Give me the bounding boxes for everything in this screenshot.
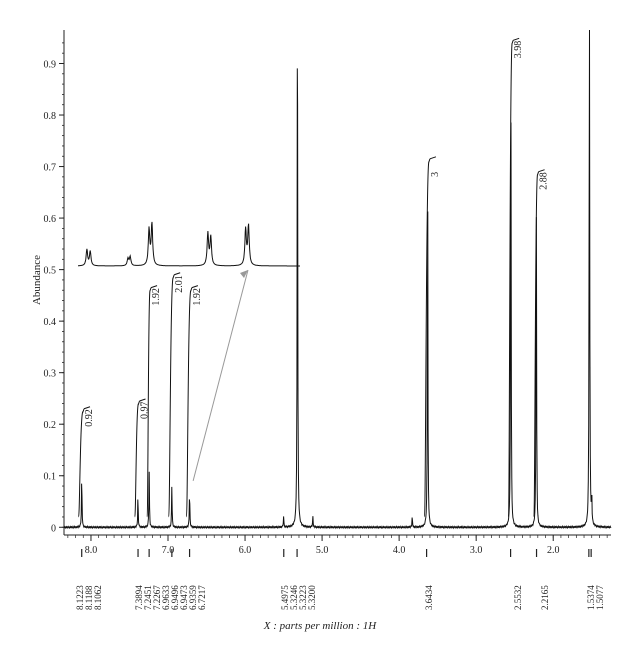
peak-pick-label: 5.3223 (298, 585, 308, 610)
y-tick-label: 0 (51, 523, 56, 534)
y-tick-label: 0.9 (44, 59, 57, 70)
peak-pick-label: 7.2451 (143, 585, 153, 610)
x-tick-label: 3.0 (470, 545, 483, 556)
spectrum-trace (63, 29, 612, 530)
integral-curve (168, 274, 175, 518)
integral-curves: 0.92 0.97 1.92 2.01 1.92 3 3.98 2.88 (78, 37, 550, 518)
peak-pick-label: 8.1062 (93, 585, 103, 610)
integral-curve (78, 408, 85, 518)
integral-label: 3 (430, 172, 441, 177)
integral-label: 2.88 (539, 172, 550, 190)
y-tick-label: 0.5 (44, 266, 57, 277)
y-axis-label: Abundance (31, 255, 43, 305)
integral-label: 0.97 (140, 402, 151, 420)
peak-pick-label: 6.9473 (179, 585, 189, 610)
peak-pick-label: 1.5077 (595, 585, 605, 610)
integral-curve (508, 40, 514, 518)
integral-curve-tail (150, 285, 158, 289)
peak-pick-label: 6.9633 (161, 585, 171, 610)
integral-label: 1.92 (151, 288, 162, 306)
y-tick-label: 0.7 (44, 163, 57, 174)
integral-curve (146, 287, 152, 518)
spectrum-line (63, 29, 612, 530)
peak-pick-label: 8.1188 (84, 585, 94, 610)
x-tick-label: 8.0 (85, 545, 98, 556)
integral-label: 2.01 (174, 275, 185, 293)
inset-spectrum-line (78, 221, 300, 267)
peak-pick-label: 3.6434 (424, 585, 434, 610)
peak-pick-label: 2.2165 (540, 585, 550, 610)
integral-curve (424, 158, 431, 518)
x-axis-label: X : parts per million : 1H (263, 620, 377, 632)
peak-pick-label: 6.9496 (170, 585, 180, 610)
peak-pick-label: 8.1223 (75, 585, 85, 610)
y-tick-label: 0.1 (44, 472, 57, 483)
peak-pick-label: 5.3246 (289, 585, 299, 610)
integral-curve-tail (512, 37, 520, 41)
integral-curve-tail (429, 156, 437, 160)
peak-pick-label: 5.4975 (280, 585, 290, 610)
y-tick-label: 0.2 (44, 420, 57, 431)
y-tick-label: 0.6 (44, 214, 57, 225)
x-tick-label: 5.0 (316, 545, 329, 556)
peak-pick-label: 5.3200 (307, 585, 317, 610)
integral-curve (134, 400, 140, 518)
integral-curve-tail (83, 406, 91, 410)
y-tick-label: 0.8 (44, 111, 57, 122)
peak-pick-label: 6.7217 (197, 585, 207, 610)
peak-pick-label: 2.5532 (513, 585, 523, 610)
y-tick-label: 0.4 (44, 317, 57, 328)
x-tick-label: 6.0 (239, 545, 252, 556)
integral-curve (186, 287, 193, 518)
x-tick-label: 2.0 (547, 545, 560, 556)
inset-arrow-head (240, 270, 248, 278)
peak-pick-label: 7.2267 (152, 585, 162, 610)
integral-curve-tail (174, 272, 181, 276)
inset-spectrum (78, 221, 300, 482)
integral-curve-tail (538, 169, 545, 173)
integral-label: 3.98 (513, 41, 524, 59)
x-tick-label: 4.0 (393, 545, 406, 556)
inset-arrow (192, 269, 249, 482)
peak-pick-labels: 8.1223 8.1188 8.1062 7.3894 7.2451 7.2267 6.96… (75, 549, 605, 610)
integral-curve-tail (139, 398, 146, 402)
integral-curve-tail (191, 285, 199, 289)
integral-curve (533, 171, 540, 518)
integral-label: 0.92 (84, 409, 95, 427)
peak-pick-label: 6.9359 (188, 585, 198, 610)
integral-label: 1.92 (192, 288, 203, 306)
peak-pick-label: 7.3894 (134, 585, 144, 610)
x-tick-label: 7.0 (162, 545, 175, 556)
peak-pick-label: 1.5374 (586, 585, 596, 610)
y-tick-label: 0.3 (44, 369, 57, 380)
axes: 0 0.1 0.2 0.3 0.4 0.5 0.6 0.7 0.8 0.9 8.0 7.0 6.0 5.0… (44, 30, 611, 556)
